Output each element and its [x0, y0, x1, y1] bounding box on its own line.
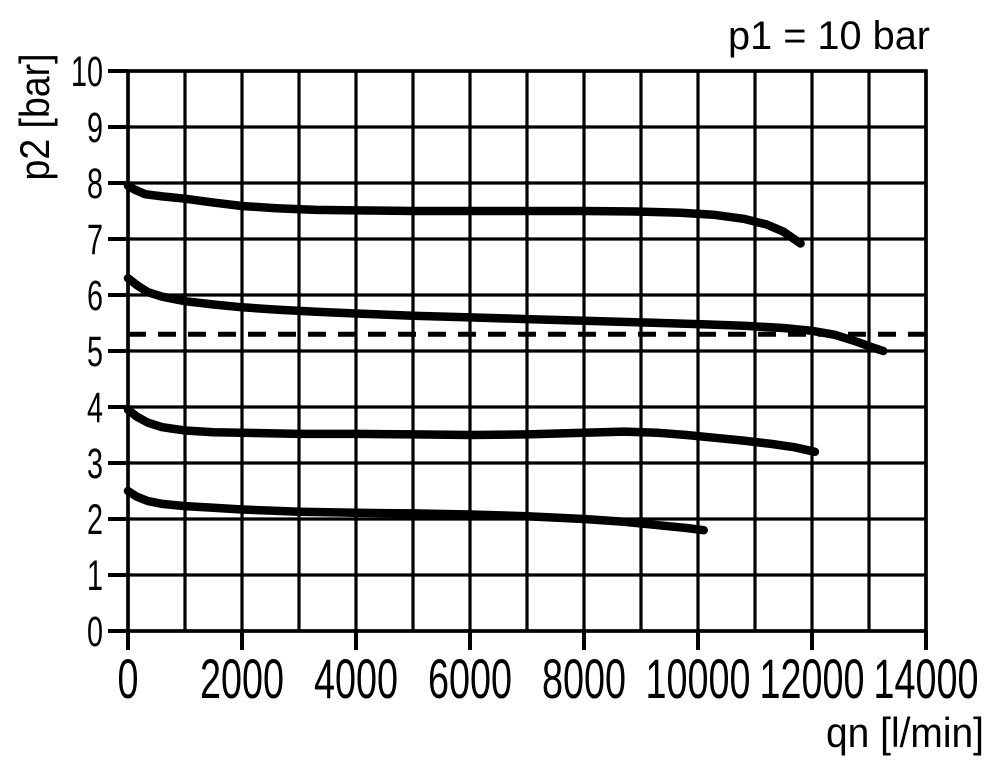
y-tick-label: 10: [71, 48, 103, 96]
plot-border: [126, 69, 928, 633]
y-tick-label: 7: [87, 216, 103, 264]
y-axis-label: p2 [bar]: [11, 54, 58, 181]
y-tick-label: 1: [87, 552, 103, 600]
x-tick-label: 10000: [646, 647, 751, 710]
chart-title: p1 = 10 bar: [728, 14, 930, 58]
x-tick-label: 8000: [542, 647, 626, 710]
x-tick-label: 2000: [200, 647, 284, 710]
x-tick-label: 14000: [874, 647, 979, 710]
x-tick-label: 6000: [428, 647, 512, 710]
y-tick-label: 3: [87, 440, 103, 488]
x-tick-label: 12000: [760, 647, 865, 710]
y-tick-label: 5: [87, 328, 103, 376]
x-tick-label: 4000: [314, 647, 398, 710]
outlet-pressure-curve-2.1-bar: [123, 486, 708, 535]
y-tick-label: 9: [87, 104, 103, 152]
y-tick-label: 6: [87, 272, 103, 320]
y-tick-label: 0: [87, 608, 103, 656]
outlet-pressure-curve-7.5-bar: [123, 181, 805, 248]
x-axis-label: qn [l/min]: [826, 709, 984, 756]
grid: [126, 69, 928, 633]
x-tick-label: 0: [118, 647, 139, 710]
y-tick-label: 8: [87, 160, 103, 208]
y-tick-label: 2: [87, 496, 103, 544]
curves: [123, 181, 926, 535]
outlet-pressure-curve-3.5-bar: [123, 405, 820, 457]
plot-border-rect: [126, 69, 928, 633]
y-tick-label: 4: [87, 384, 103, 432]
axis-ticks: [108, 69, 928, 650]
